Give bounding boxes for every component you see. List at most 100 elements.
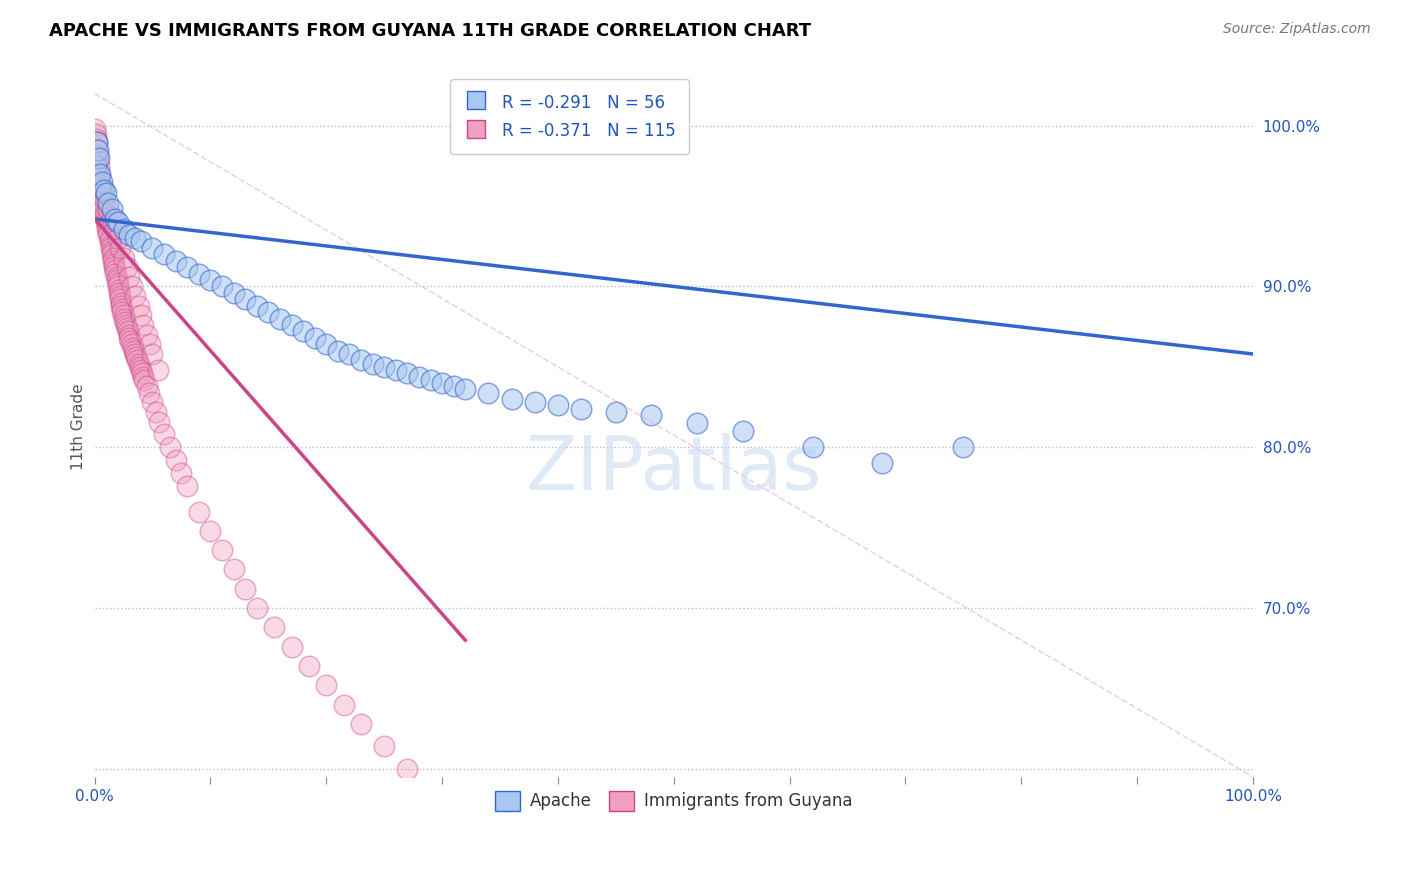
Point	[97, 227, 120, 242]
Point	[112, 221, 135, 235]
Point	[108, 241, 131, 255]
Point	[84, 127, 107, 141]
Point	[96, 186, 118, 201]
Point	[117, 325, 139, 339]
Point	[90, 181, 112, 195]
Point	[103, 260, 125, 275]
Point	[419, 373, 441, 387]
Point	[408, 369, 430, 384]
Point	[104, 221, 127, 235]
Point	[443, 806, 465, 821]
Point	[93, 191, 115, 205]
Point	[108, 289, 131, 303]
Point	[110, 295, 132, 310]
Point	[419, 784, 441, 798]
Point	[153, 247, 176, 261]
Point	[315, 337, 337, 351]
Point	[98, 235, 121, 249]
Point	[350, 353, 373, 368]
Point	[97, 225, 120, 239]
Point	[640, 408, 662, 422]
Point	[128, 357, 150, 371]
Point	[101, 211, 124, 226]
Point	[108, 283, 131, 297]
Point	[165, 453, 187, 467]
Point	[128, 359, 150, 374]
Point	[89, 151, 111, 165]
Point	[141, 241, 163, 255]
Point	[122, 343, 145, 358]
Point	[100, 237, 122, 252]
Point	[112, 311, 135, 326]
Point	[211, 279, 233, 293]
Point	[118, 331, 141, 345]
Point	[373, 739, 395, 754]
Point	[153, 427, 176, 442]
Point	[121, 279, 143, 293]
Point	[187, 267, 209, 281]
Point	[138, 385, 160, 400]
Point	[952, 440, 974, 454]
Point	[263, 620, 285, 634]
Point	[101, 253, 124, 268]
Point	[115, 321, 138, 335]
Point	[89, 170, 111, 185]
Point	[118, 327, 141, 342]
Point	[104, 263, 127, 277]
Point	[269, 311, 291, 326]
Point	[148, 415, 170, 429]
Point	[141, 347, 163, 361]
Point	[84, 121, 107, 136]
Point	[101, 251, 124, 265]
Point	[104, 267, 127, 281]
Point	[141, 395, 163, 409]
Point	[121, 341, 143, 355]
Point	[112, 251, 135, 265]
Point	[132, 369, 155, 384]
Point	[108, 293, 131, 307]
Point	[89, 167, 111, 181]
Point	[605, 405, 627, 419]
Point	[87, 143, 110, 157]
Point	[101, 244, 124, 258]
Point	[108, 285, 131, 300]
Point	[86, 135, 108, 149]
Point	[89, 183, 111, 197]
Point	[686, 416, 709, 430]
Point	[93, 199, 115, 213]
Text: Source: ZipAtlas.com: Source: ZipAtlas.com	[1223, 22, 1371, 37]
Point	[129, 235, 152, 249]
Point	[361, 357, 384, 371]
Point	[132, 318, 155, 332]
Point	[101, 202, 124, 217]
Point	[396, 366, 419, 380]
Point	[98, 231, 121, 245]
Point	[86, 135, 108, 149]
Point	[93, 183, 115, 197]
Point	[176, 260, 198, 275]
Point	[97, 202, 120, 217]
Point	[430, 376, 453, 390]
Point	[96, 219, 118, 233]
Point	[104, 211, 127, 226]
Point	[107, 231, 129, 245]
Point	[384, 363, 406, 377]
Point	[298, 659, 321, 673]
Point	[233, 293, 256, 307]
Point	[115, 260, 138, 275]
Point	[87, 147, 110, 161]
Point	[222, 285, 245, 300]
Point	[872, 456, 894, 470]
Point	[124, 289, 146, 303]
Point	[257, 305, 280, 319]
Point	[246, 299, 269, 313]
Point	[246, 601, 269, 615]
Point	[135, 379, 157, 393]
Point	[105, 273, 128, 287]
Point	[94, 205, 117, 219]
Point	[139, 337, 162, 351]
Point	[96, 211, 118, 226]
Point	[93, 202, 115, 217]
Point	[96, 215, 118, 229]
Point	[339, 347, 361, 361]
